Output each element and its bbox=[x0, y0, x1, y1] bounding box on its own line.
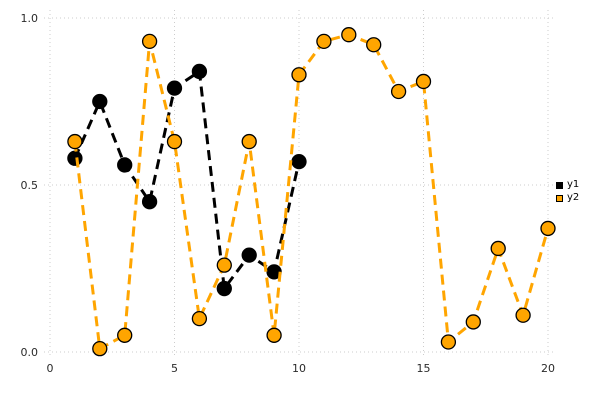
legend-label-y2: y2 bbox=[567, 192, 580, 203]
svg-text:5: 5 bbox=[171, 362, 178, 375]
legend-swatch-y1 bbox=[556, 181, 563, 189]
svg-text:1.0: 1.0 bbox=[21, 12, 39, 25]
chart-legend: y1 y2 bbox=[556, 180, 579, 203]
svg-text:0.5: 0.5 bbox=[21, 179, 39, 192]
legend-item-y2: y2 bbox=[556, 193, 579, 203]
legend-item-y1: y1 bbox=[556, 180, 579, 190]
svg-text:15: 15 bbox=[417, 362, 431, 375]
svg-text:0: 0 bbox=[47, 362, 54, 375]
legend-swatch-y2 bbox=[556, 194, 563, 202]
svg-text:0.0: 0.0 bbox=[21, 346, 39, 359]
svg-text:20: 20 bbox=[541, 362, 555, 375]
svg-text:10: 10 bbox=[292, 362, 306, 375]
legend-label-y1: y1 bbox=[567, 179, 580, 190]
